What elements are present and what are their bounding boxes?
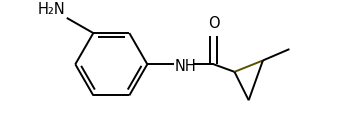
Text: H₂N: H₂N — [37, 2, 65, 17]
Text: NH: NH — [175, 59, 197, 74]
Text: O: O — [208, 16, 220, 31]
